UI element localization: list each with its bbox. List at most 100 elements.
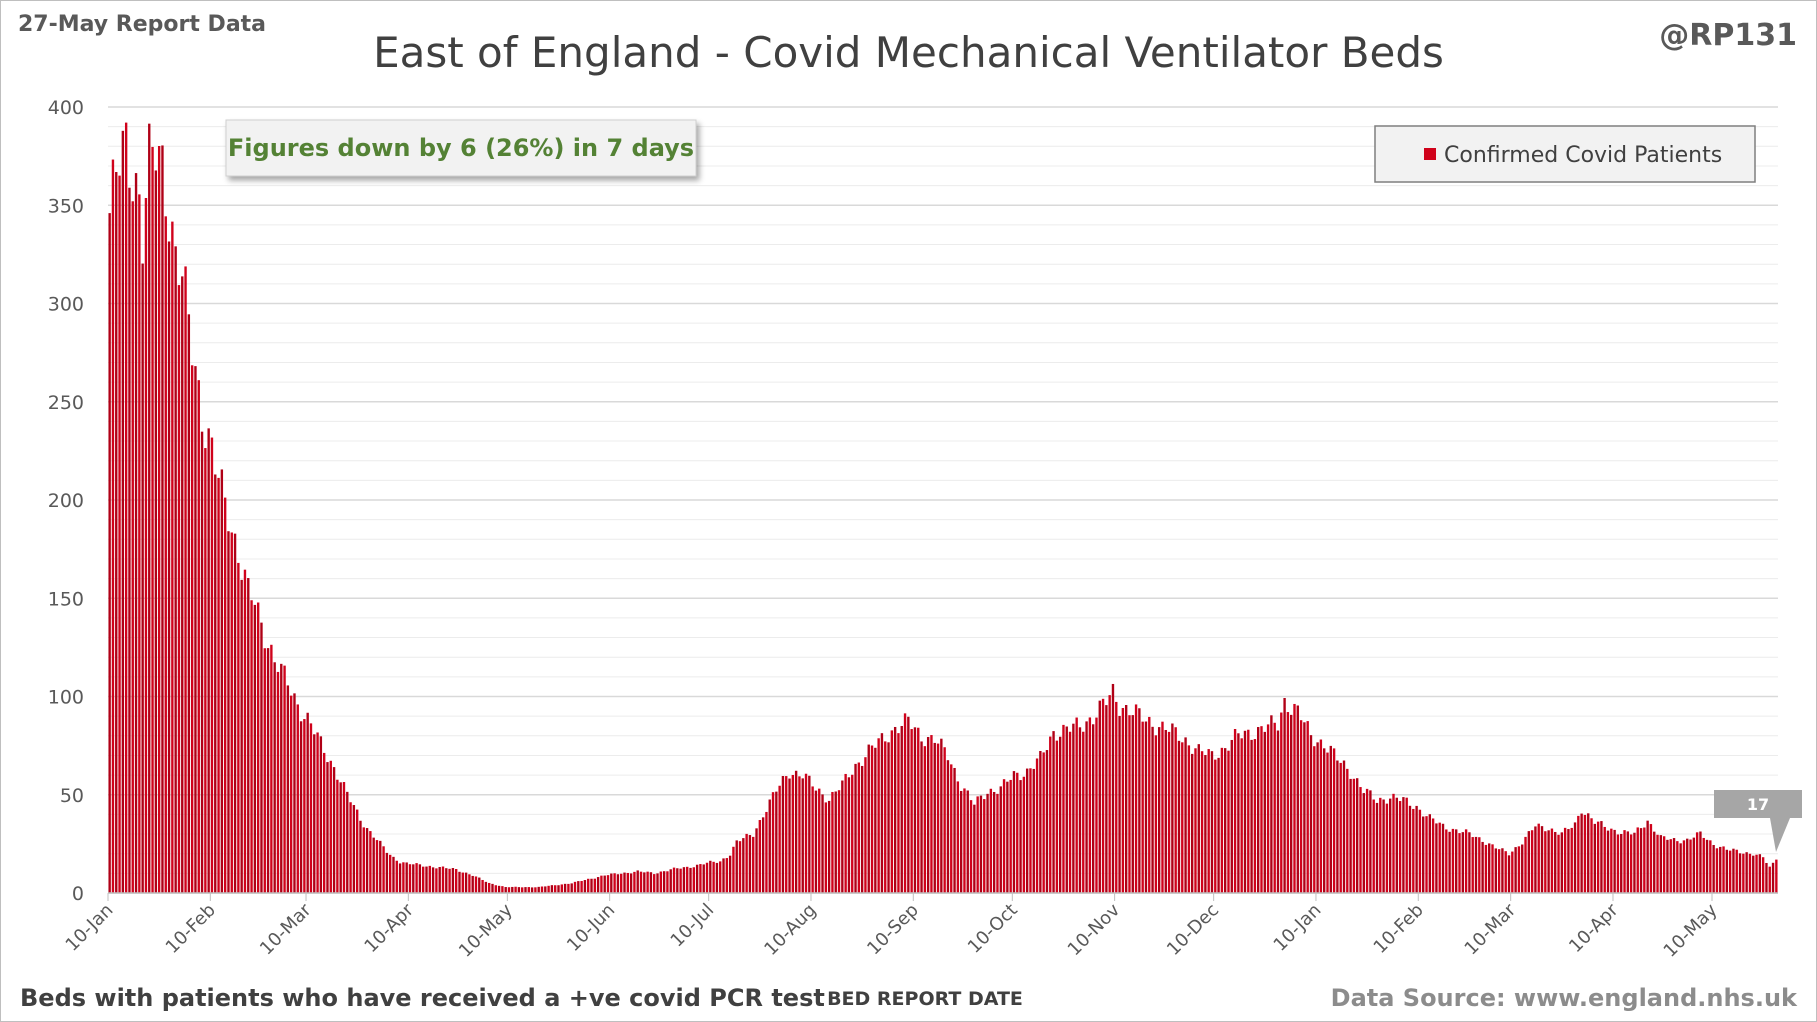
bar (1418, 809, 1422, 893)
bar (587, 878, 590, 893)
bar (1085, 721, 1088, 893)
bar (662, 871, 666, 893)
bar (1164, 729, 1167, 893)
bar (227, 531, 230, 893)
bar (1425, 816, 1428, 893)
bar (1042, 752, 1045, 893)
bar (679, 868, 682, 893)
bar (1290, 714, 1293, 893)
bar (527, 887, 530, 893)
bar (1511, 851, 1514, 893)
bar (217, 477, 220, 893)
bar (395, 860, 398, 893)
bar (1263, 731, 1266, 893)
bar (1329, 745, 1332, 893)
bar (1250, 739, 1253, 893)
bar (639, 871, 643, 893)
bar (788, 778, 791, 893)
bar (190, 365, 194, 893)
bar (1194, 748, 1197, 893)
bar (1662, 836, 1666, 893)
bar (1458, 833, 1461, 893)
bar (1715, 848, 1719, 893)
bar (1596, 821, 1600, 893)
bar (362, 827, 365, 893)
bar (1395, 797, 1398, 893)
bar (1151, 726, 1154, 893)
bar (1118, 715, 1121, 893)
bar (157, 146, 161, 893)
bar (1309, 735, 1313, 893)
bar (286, 685, 290, 893)
bar (1375, 802, 1379, 893)
bar (1392, 793, 1395, 893)
bar (653, 874, 656, 893)
bar (1197, 744, 1200, 893)
bar (1653, 831, 1656, 893)
bar (1379, 797, 1382, 893)
bar (1243, 730, 1247, 893)
x-tick-label: 10-Dec (1163, 900, 1223, 960)
bar (233, 533, 237, 893)
bar (616, 874, 620, 893)
bar (956, 781, 960, 893)
bar (936, 743, 940, 893)
bar (620, 873, 623, 893)
bar (1052, 731, 1055, 893)
bar (471, 875, 474, 893)
bar (920, 741, 923, 893)
bar (818, 788, 821, 893)
bar (976, 796, 979, 893)
bar (1233, 728, 1237, 893)
bar (1722, 846, 1725, 893)
bar (511, 886, 514, 893)
bar (606, 875, 610, 893)
bar (1765, 862, 1768, 893)
bar (1016, 772, 1019, 893)
bar (1336, 760, 1339, 893)
y-tick-label: 200 (48, 490, 84, 512)
bar (732, 846, 735, 893)
bar (1184, 737, 1187, 893)
bar (771, 792, 775, 893)
bar (1481, 841, 1484, 893)
x-tick-label: 10-Sep (863, 900, 923, 960)
bar (600, 875, 603, 893)
bar (705, 862, 709, 893)
bar (247, 578, 250, 893)
x-tick-label: 10-Jan (1270, 900, 1326, 956)
bar (1049, 736, 1052, 893)
bar (1223, 748, 1227, 893)
bar (293, 693, 296, 893)
bar (1283, 698, 1286, 893)
report-date-label: 27-May Report Data (18, 12, 267, 37)
annotation-box: Figures down by 6 (26%) in 7 days (225, 119, 697, 177)
bar (1091, 724, 1095, 893)
bar (161, 145, 164, 893)
bar (1098, 700, 1101, 893)
bar (1339, 762, 1342, 893)
bar (887, 742, 890, 893)
bar (289, 695, 293, 893)
bar (435, 868, 438, 893)
bar (834, 791, 837, 893)
bar (382, 846, 385, 893)
bar (923, 746, 927, 893)
bar (1560, 832, 1564, 893)
bar (1755, 854, 1758, 893)
bar (1280, 712, 1283, 893)
bar (1293, 703, 1296, 893)
bar (1455, 829, 1458, 893)
bar (1128, 715, 1131, 893)
bar (1695, 832, 1699, 893)
bar (1171, 723, 1174, 893)
bar (481, 879, 484, 893)
bar (669, 869, 672, 893)
bar (870, 745, 874, 893)
bar (237, 562, 240, 893)
bar (1530, 830, 1534, 893)
bar (1002, 779, 1006, 893)
bar (1045, 750, 1049, 893)
bar (1761, 857, 1765, 893)
bar (445, 868, 448, 893)
